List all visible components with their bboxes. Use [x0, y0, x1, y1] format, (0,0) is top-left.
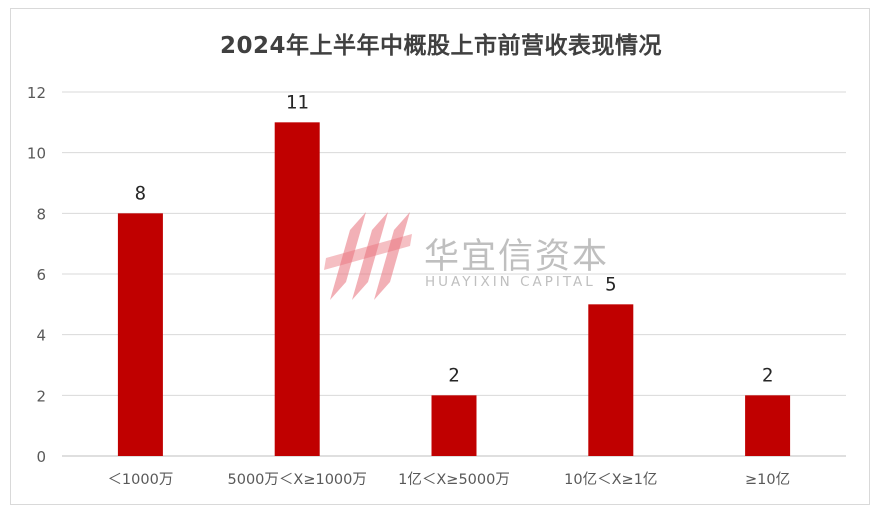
gridlines [62, 91, 846, 457]
y-axis-ticks: 0 2 4 6 8 10 12 [27, 84, 46, 466]
bar [745, 395, 791, 456]
data-label: 11 [286, 91, 309, 113]
bar [588, 304, 634, 456]
data-label: 2 [762, 364, 773, 386]
y-tick-label: 12 [27, 84, 46, 102]
y-tick-label: 4 [36, 327, 46, 345]
watermark-logo-icon [324, 212, 412, 300]
chart-title: 2024年上半年中概股上市前营收表现情况 [219, 33, 662, 59]
x-tick-label: 1亿＜X≥5000万 [398, 471, 510, 488]
x-tick-label: ≥10亿 [745, 471, 790, 488]
bars [117, 122, 791, 456]
watermark-en: HUAYIXIN CAPITAL [425, 274, 596, 290]
data-label: 5 [605, 273, 616, 295]
y-tick-label: 0 [36, 448, 46, 466]
y-tick-label: 8 [36, 205, 46, 223]
x-tick-label: 5000万＜X≥1000万 [228, 472, 367, 488]
data-label: 8 [135, 182, 146, 204]
watermark-cn: 华宜信资本 [424, 237, 610, 277]
bar [117, 213, 163, 456]
data-label: 2 [448, 364, 459, 386]
x-axis-ticks: ＜1000万 5000万＜X≥1000万 1亿＜X≥5000万 10亿＜X≥1亿 ≥10… [107, 471, 790, 488]
x-tick-label: 10亿＜X≥1亿 [564, 471, 657, 488]
y-tick-label: 6 [36, 266, 46, 284]
bar [431, 395, 477, 456]
y-tick-label: 10 [27, 145, 46, 163]
y-tick-label: 2 [36, 387, 46, 405]
bar [274, 122, 320, 456]
data-labels: 8 11 2 5 2 [135, 91, 774, 386]
x-tick-label: ＜1000万 [107, 472, 173, 488]
